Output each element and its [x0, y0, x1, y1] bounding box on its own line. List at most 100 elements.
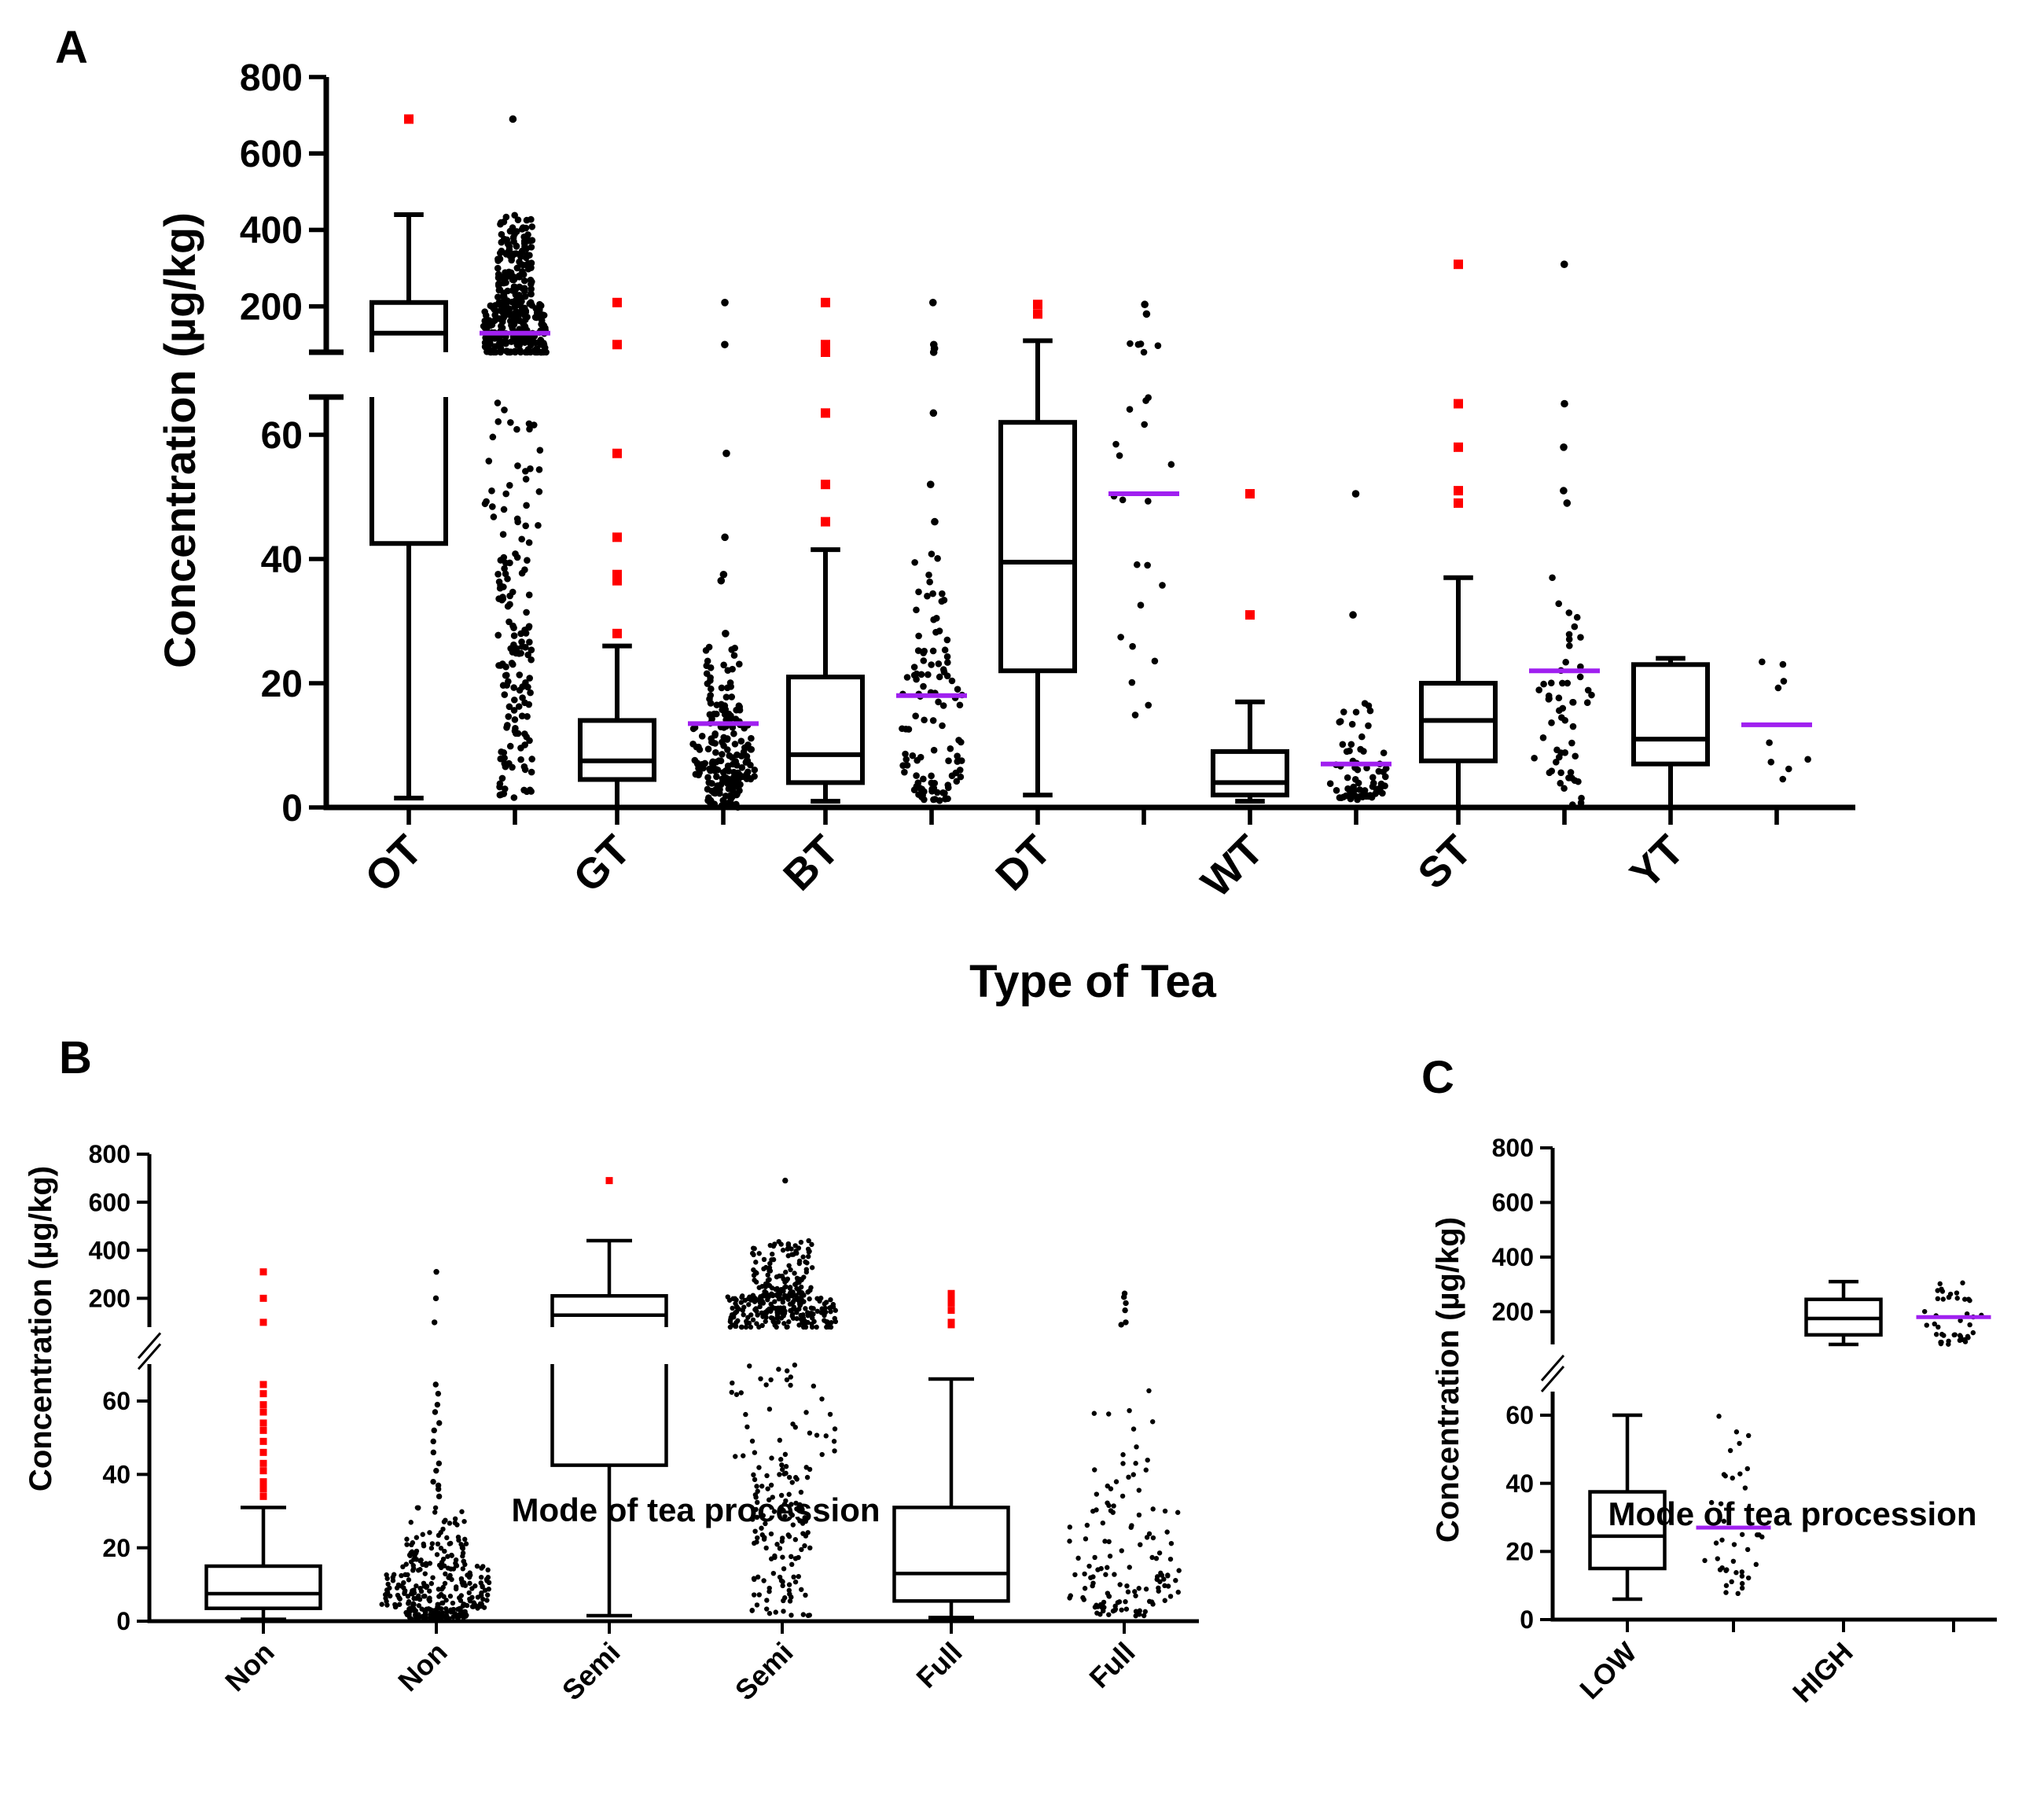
data-point	[1137, 1612, 1142, 1617]
data-point	[1136, 1512, 1142, 1518]
data-point	[1360, 748, 1367, 755]
data-point	[500, 749, 508, 756]
data-point	[1165, 1572, 1171, 1578]
data-point	[1167, 1594, 1174, 1599]
data-point	[509, 287, 517, 294]
data-point	[789, 1311, 796, 1317]
data-point	[1123, 1319, 1129, 1326]
data-point	[500, 790, 508, 797]
data-point	[528, 768, 535, 776]
data-point	[913, 670, 921, 678]
outlier-marker	[947, 1307, 955, 1315]
data-point	[455, 1534, 461, 1540]
data-point	[954, 686, 961, 693]
data-point	[520, 285, 528, 292]
data-point	[1938, 1340, 1944, 1347]
y-tick-label: 200	[1492, 1298, 1534, 1326]
data-point	[435, 1541, 441, 1547]
data-point	[1107, 1554, 1113, 1559]
outlier-marker	[947, 1289, 955, 1297]
data-point	[930, 746, 938, 754]
outlier-marker	[259, 1268, 267, 1276]
data-point	[759, 1525, 764, 1531]
data-point	[1583, 699, 1591, 706]
data-point	[525, 539, 533, 546]
data-point	[806, 1249, 812, 1255]
data-point	[508, 660, 516, 667]
panel-a-chart: 0 20 40 60 200 400 600 800 OT GT BT DT WT ST YT Concent…	[155, 57, 1855, 1007]
data-point	[524, 557, 531, 565]
data-point	[1735, 1591, 1741, 1597]
data-point	[1136, 1488, 1142, 1493]
data-point	[404, 1536, 410, 1542]
data-point	[499, 531, 507, 539]
data-point	[452, 1516, 458, 1522]
data-point	[777, 1574, 783, 1580]
data-point	[439, 1615, 445, 1621]
data-point	[755, 1574, 761, 1580]
data-point	[786, 1534, 792, 1539]
data-point	[1937, 1281, 1943, 1287]
data-point	[776, 1238, 781, 1245]
data-point	[520, 277, 528, 285]
data-point	[1351, 776, 1359, 783]
y-tick-label: 20	[1505, 1538, 1534, 1566]
data-point	[510, 707, 518, 714]
data-point	[711, 731, 719, 739]
data-point	[1106, 1539, 1112, 1545]
data-point	[712, 748, 719, 756]
data-point	[1729, 1579, 1734, 1585]
data-point	[1090, 1508, 1096, 1514]
data-point	[1130, 1426, 1137, 1432]
data-point	[752, 1477, 758, 1483]
data-point	[722, 774, 730, 781]
data-point	[1356, 786, 1363, 793]
data-point	[758, 1376, 763, 1381]
data-point	[1739, 1580, 1745, 1587]
data-point	[721, 711, 729, 718]
data-point	[450, 1566, 457, 1572]
data-point	[1745, 1575, 1752, 1581]
data-point	[818, 1295, 824, 1301]
data-point	[1103, 1572, 1108, 1577]
y-tick-label: 600	[240, 134, 303, 175]
data-point	[731, 741, 739, 748]
data-point	[751, 1267, 756, 1273]
data-point	[480, 1564, 486, 1569]
data-point	[802, 1543, 807, 1549]
data-point	[505, 481, 513, 489]
data-point	[399, 1572, 404, 1579]
x-axis-title: Type of Tea	[969, 956, 1216, 1007]
outlier-marker	[259, 1459, 267, 1467]
data-point	[765, 1486, 770, 1491]
data-point	[777, 1546, 783, 1551]
data-point	[805, 1613, 811, 1619]
data-point	[519, 337, 527, 344]
data-point	[1561, 716, 1569, 724]
data-point	[796, 1554, 801, 1561]
data-point	[408, 1559, 414, 1565]
data-point	[1142, 310, 1151, 318]
data-point	[778, 1305, 784, 1311]
data-point	[1136, 1586, 1141, 1591]
data-point	[809, 1324, 815, 1330]
y-tick-label: 60	[1505, 1401, 1534, 1429]
data-point	[832, 1426, 838, 1432]
data-point	[751, 1472, 756, 1478]
data-point	[1954, 1296, 1960, 1301]
data-point	[823, 1318, 829, 1325]
data-point	[424, 1561, 429, 1567]
data-point	[404, 1542, 410, 1547]
data-point	[1960, 1280, 1965, 1285]
data-point	[1546, 769, 1553, 777]
data-point	[520, 261, 527, 269]
data-point	[1753, 1561, 1759, 1568]
data-point	[421, 1541, 426, 1547]
data-point	[781, 1566, 787, 1572]
data-point	[438, 1546, 444, 1551]
box-body-lower	[550, 1364, 668, 1467]
data-point	[819, 1396, 825, 1402]
data-point	[494, 280, 502, 288]
data-point	[703, 662, 711, 670]
